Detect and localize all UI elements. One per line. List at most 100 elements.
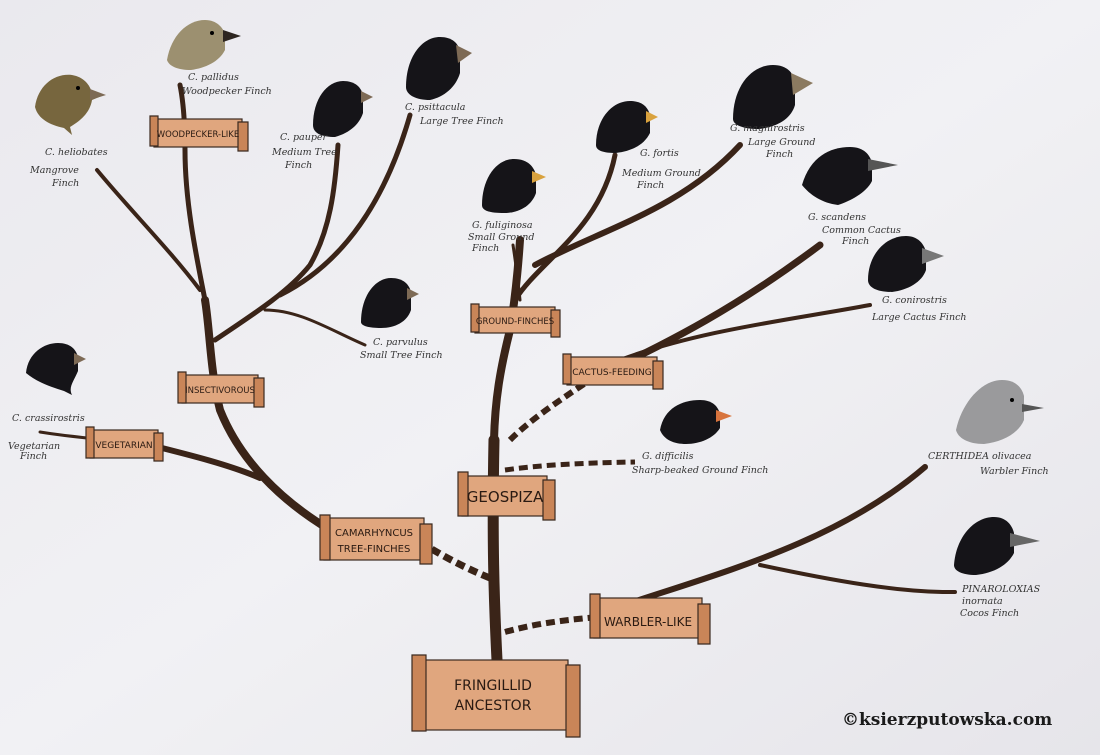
branch-camarhyncus-stem	[201, 296, 334, 534]
species-parvulus-common: Small Tree Finch	[360, 350, 443, 361]
species-psittacula-name: C. psittacula	[405, 102, 466, 113]
species-olivacea-common: Warbler Finch	[980, 466, 1049, 477]
finch-head-icon	[167, 20, 241, 70]
species-label-scandens: G. scandens Common Cactus Finch	[808, 212, 901, 247]
species-heliobates-common1: Mangrove	[29, 165, 79, 176]
species-psittacula-common: Large Tree Finch	[419, 116, 504, 127]
branch-fuliginosa	[511, 243, 522, 302]
banner-root: FRINGILLID ANCESTOR	[411, 654, 581, 738]
species-magnirostris-common2: Finch	[765, 149, 793, 160]
species-label-heliobates: C. heliobates Mangrove Finch	[29, 147, 108, 189]
species-inornata-genus: PINAROLOXIAS	[961, 584, 1041, 595]
species-magnirostris-common1: Large Ground	[747, 137, 815, 148]
banner-root-line2: ANCESTOR	[455, 698, 532, 714]
species-pauper-name: C. pauper	[280, 132, 329, 143]
species-label-conirostris: G. conirostris Large Cactus Finch	[871, 295, 967, 323]
species-heliobates-name: C. heliobates	[45, 147, 108, 158]
banner-ground: GROUND-FINCHES	[470, 303, 561, 338]
branch-conirostris	[618, 303, 872, 362]
dashed-link-cactus	[507, 377, 592, 443]
trunk-branch	[487, 434, 503, 666]
species-difficilis-name: G. difficilis	[642, 451, 694, 462]
dashed-link-warbler	[504, 614, 601, 635]
species-label-pallidus: C. pallidus Woodpecker Finch	[182, 72, 272, 97]
species-fuliginosa-name: G. fuliginosa	[472, 220, 533, 231]
finch-head-icon	[868, 236, 944, 292]
species-conirostris-common: Large Cactus Finch	[871, 312, 967, 323]
banner-cactus: CACTUS-FEEDING	[562, 353, 664, 390]
species-crassirostris-name: C. crassirostris	[12, 413, 85, 424]
species-pauper-common1: Medium Tree	[271, 147, 337, 158]
banner-ground-label: GROUND-FINCHES	[476, 317, 554, 327]
species-fortis-name: G. fortis	[640, 148, 679, 159]
species-scandens-common2: Finch	[841, 236, 869, 247]
branch-heliobates	[95, 168, 202, 292]
branch-olivacea	[627, 464, 928, 606]
species-pallidus-name: C. pallidus	[188, 72, 239, 83]
finch-head-icon	[802, 147, 898, 205]
banner-camarhyncus-line2: TREE-FINCHES	[337, 544, 411, 555]
species-label-parvulus: C. parvulus Small Tree Finch	[360, 337, 443, 361]
finch-head-icon	[660, 400, 732, 444]
species-label-magnirostris: G. magnirostris Large Ground Finch	[730, 123, 815, 160]
banner-insectivorous: INSECTIVOROUS	[177, 371, 265, 408]
species-crassirostris-common1: Vegetarian	[8, 441, 60, 452]
finch-head-icon	[956, 380, 1044, 444]
species-heliobates-common2: Finch	[51, 178, 79, 189]
finch-head-icon	[26, 343, 86, 395]
species-scandens-name: G. scandens	[808, 212, 866, 223]
dashed-link-camarhyncus	[428, 544, 492, 582]
species-label-fortis: G. fortis Medium Ground Finch	[621, 148, 701, 191]
finch-head-icon	[35, 74, 106, 135]
species-pallidus-common: Woodpecker Finch	[182, 86, 272, 97]
finch-head-icon	[482, 159, 546, 213]
finch-head-icon	[733, 65, 813, 129]
species-label-fuliginosa: G. fuliginosa Small Ground Finch	[468, 220, 534, 254]
branch-fortis	[512, 152, 618, 303]
species-pauper-common2: Finch	[284, 160, 312, 171]
banner-root-line1: FRINGILLID	[454, 678, 532, 694]
finch-head-icon	[313, 81, 373, 137]
branch-pauper	[212, 142, 341, 343]
species-label-difficilis: G. difficilis Sharp-beaked Ground Finch	[632, 451, 768, 476]
species-olivacea-name: CERTHIDEA olivacea	[928, 451, 1032, 462]
banner-vegetarian: VEGETARIAN	[85, 426, 164, 462]
species-inornata-name: inornata	[962, 596, 1003, 607]
finch-head-icon	[406, 37, 472, 100]
species-label-psittacula: C. psittacula Large Tree Finch	[405, 102, 504, 127]
species-inornata-common: Cocos Finch	[960, 608, 1019, 619]
branch-difficilis	[504, 459, 636, 473]
banner-camarhyncus: CAMARHYNCUS TREE-FINCHES	[319, 514, 433, 565]
species-label-pauper: C. pauper Medium Tree Finch	[271, 132, 337, 171]
finch-head-icon	[596, 101, 658, 153]
species-difficilis-common: Sharp-beaked Ground Finch	[632, 465, 768, 476]
branch-parvulus	[263, 308, 367, 347]
species-conirostris-name: G. conirostris	[882, 295, 947, 306]
banner-woodpecker-label: WOODPECKER-LIKE	[157, 130, 240, 140]
species-fortis-common1: Medium Ground	[621, 168, 701, 179]
species-label-olivacea: CERTHIDEA olivacea Warbler Finch	[928, 451, 1049, 477]
species-label-inornata: PINAROLOXIAS inornata Cocos Finch	[960, 584, 1041, 619]
banner-geospiza: GEOSPIZA	[457, 471, 556, 521]
banner-warbler-label: WARBLER-LIKE	[604, 615, 692, 629]
banner-geospiza-label: GEOSPIZA	[467, 488, 544, 506]
finch-head-icon	[954, 517, 1040, 575]
species-scandens-common1: Common Cactus	[822, 225, 901, 236]
banner-warbler: WARBLER-LIKE	[589, 593, 711, 645]
branch-inornata	[758, 563, 957, 595]
banner-insectivorous-label: INSECTIVOROUS	[185, 386, 255, 396]
branch-pallidus	[177, 82, 208, 303]
copyright-credit: ©ksierzputowska.com	[842, 710, 1052, 730]
branch-magnirostris	[532, 142, 743, 268]
species-fuliginosa-common1: Small Ground	[468, 232, 534, 243]
banner-cactus-label: CACTUS-FEEDING	[572, 368, 651, 378]
species-crassirostris-common2: Finch	[19, 451, 47, 462]
branch-psittacula	[277, 112, 413, 298]
species-fuliginosa-common2: Finch	[471, 243, 499, 254]
tree-branches	[38, 82, 957, 666]
banner-woodpecker: WOODPECKER-LIKE	[149, 115, 249, 152]
species-fortis-common2: Finch	[636, 180, 664, 191]
species-label-crassirostris: C. crassirostris Vegetarian Finch	[8, 413, 85, 462]
